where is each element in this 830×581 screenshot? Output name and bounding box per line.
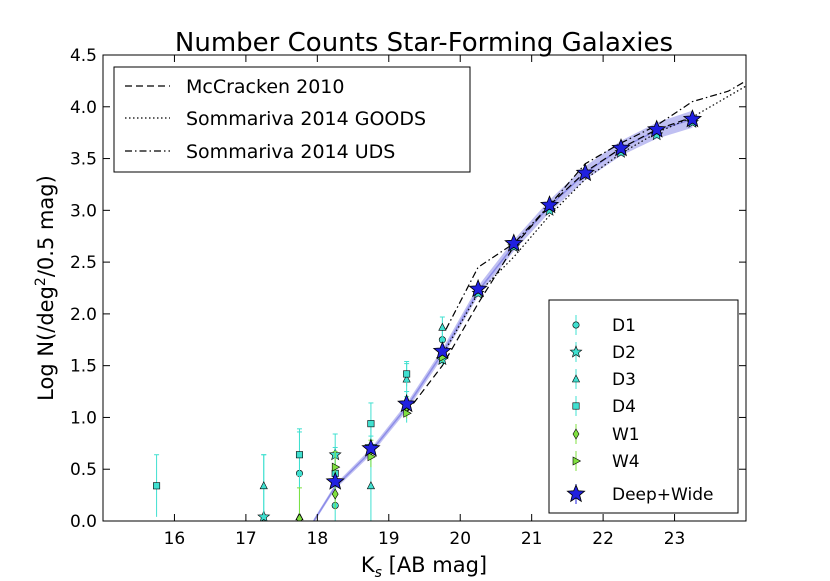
y-tick-label: 1.5 [70, 357, 97, 377]
legend-label-uds: Sommariva 2014 UDS [186, 141, 395, 163]
y-tick-label: 4.5 [70, 46, 97, 66]
y-tick-label: 1.0 [70, 408, 97, 428]
y-tick-label: 2.5 [70, 253, 97, 273]
axis-ticks: 16 17 18 19 20 21 22 23 0.0 0.5 1.0 1.5 2.0 2.5 3.0 3.5… [70, 46, 746, 549]
data-point [468, 278, 488, 298]
line-legend-box [113, 66, 471, 173]
data-point [366, 481, 376, 490]
legend-label-d1: D1 [612, 316, 636, 336]
marker-legend: D1 D2 D3 D4 W1 W4 Deep+Wide [548, 299, 739, 514]
y-tick-label: 2.0 [70, 305, 97, 325]
x-tick-label: 18 [307, 529, 329, 549]
line-legend: McCracken 2010 Sommariva 2014 GOODS Somm… [113, 66, 471, 173]
data-point [647, 119, 667, 138]
series-w1 [296, 401, 410, 521]
x-tick-label: 16 [164, 529, 186, 549]
y-tick-label: 0.5 [70, 460, 97, 480]
legend-label-goods: Sommariva 2014 GOODS [186, 108, 426, 130]
data-point [438, 322, 447, 331]
legend-marker [566, 483, 586, 503]
legend-label-w4: W4 [612, 452, 640, 472]
marker-legend-box [548, 299, 739, 514]
x-tick-label: 17 [235, 529, 257, 549]
legend-marker [569, 345, 583, 358]
legend-label-w1: W1 [612, 425, 640, 445]
y-tick-label: 3.0 [70, 201, 97, 221]
data-point [539, 195, 560, 214]
legend-marker [572, 321, 580, 329]
data-point [611, 138, 631, 157]
legend-symbol-d4 [572, 396, 580, 416]
legend-label-d2: D2 [612, 343, 636, 363]
legend-symbol-d1 [572, 315, 580, 335]
legend-label-d4: D4 [612, 397, 636, 417]
data-point [504, 233, 524, 252]
data-point [153, 482, 161, 490]
data-point [367, 452, 377, 462]
data-point [432, 341, 452, 360]
legend-symbol-d3 [571, 369, 581, 389]
axes-frame [102, 54, 747, 522]
y-axis-label-post: /0.5 mag) [34, 175, 58, 277]
x-tick-label: 19 [378, 529, 400, 549]
chart-title: Number Counts Star-Forming Galaxies [175, 28, 673, 58]
legend-marker [571, 374, 581, 383]
reference-line-3 [445, 80, 746, 330]
legend-symbol-deep-wide [566, 483, 586, 504]
y-axis-label-pre: Log N(/deg [34, 286, 58, 401]
y-axis-label: Log N(/deg2/0.5 mag) [33, 175, 58, 401]
x-tick-label: 23 [664, 529, 686, 549]
plot-content [153, 80, 746, 521]
data-point [397, 393, 417, 413]
x-tick-label: 20 [449, 529, 471, 549]
legend-label-deep-wide: Deep+Wide [612, 485, 713, 505]
reference-line-2 [441, 85, 746, 356]
legend-label-mccracken: McCracken 2010 [186, 76, 344, 98]
data-point [403, 370, 411, 378]
y-tick-label: 0.0 [70, 512, 97, 532]
series-deep-wide [325, 109, 703, 490]
legend-symbol-w4 [572, 451, 582, 471]
data-point [575, 162, 595, 182]
data-point [331, 488, 339, 500]
x-axis-label-main: K [361, 553, 376, 577]
legend-symbol-w1 [572, 424, 580, 444]
legend-label-d3: D3 [612, 370, 636, 390]
x-tick-label: 21 [521, 529, 543, 549]
legend-marker [572, 456, 582, 466]
x-axis-label-sub: s [375, 565, 382, 581]
marker-legend-symbols [566, 315, 586, 504]
data-point [361, 438, 381, 457]
series-d3 [259, 316, 447, 521]
data-point [367, 420, 375, 428]
data-point [331, 462, 341, 472]
data-point [295, 451, 303, 459]
x-axis-label: Ks [AB mag] [361, 553, 487, 581]
y-axis-label-sup: 2 [33, 277, 49, 286]
legend-marker [572, 402, 580, 410]
y-tick-label: 4.0 [70, 98, 97, 118]
legend-symbol-d2 [569, 342, 583, 362]
reference-line-1 [406, 116, 693, 413]
data-point [403, 408, 412, 418]
data-point [259, 481, 268, 490]
data-point [682, 109, 703, 128]
data-point [296, 513, 303, 521]
x-tick-label: 22 [592, 529, 614, 549]
data-point [325, 471, 345, 490]
x-axis-label-rest: [AB mag] [382, 553, 487, 577]
y-tick-label: 3.5 [70, 150, 97, 170]
plot-area [153, 80, 746, 521]
legend-marker [572, 428, 580, 440]
